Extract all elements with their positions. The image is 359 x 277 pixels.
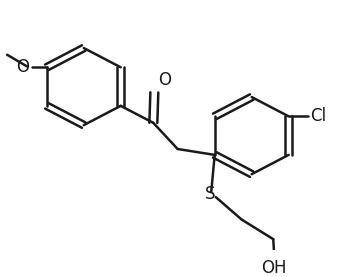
Text: S: S: [205, 185, 215, 203]
Text: O: O: [158, 71, 171, 89]
Text: O: O: [16, 58, 29, 76]
Text: Cl: Cl: [311, 107, 327, 125]
Text: OH: OH: [261, 259, 287, 277]
